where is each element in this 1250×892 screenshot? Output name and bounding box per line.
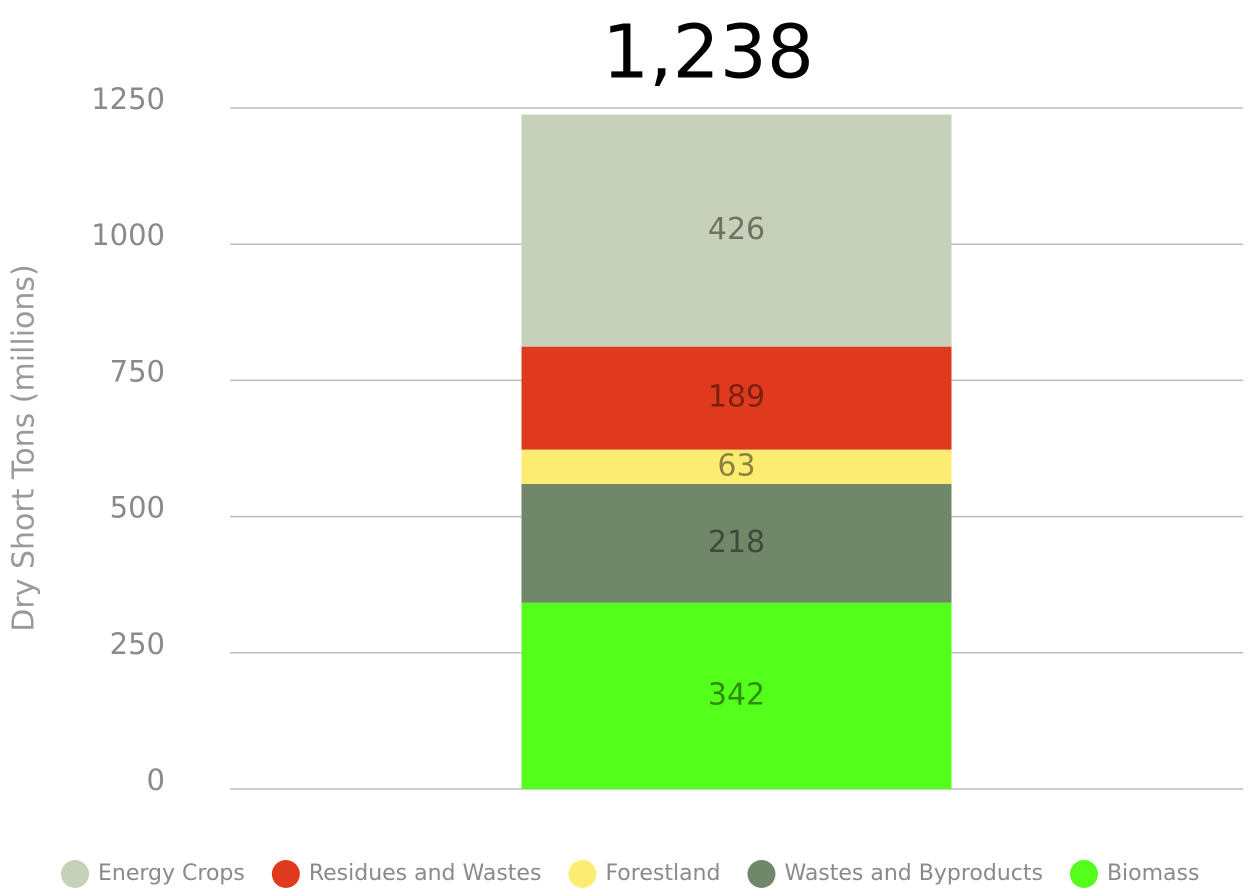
- data-label: 426: [708, 212, 765, 247]
- legend-label: Wastes and Byproducts: [784, 861, 1042, 886]
- legend-swatch: [568, 860, 597, 888]
- legend-swatch: [61, 860, 89, 888]
- y-tick-label: 1250: [91, 82, 165, 116]
- y-tick-label: 750: [110, 354, 165, 388]
- bar-segment: [521, 483, 952, 603]
- y-tick-label: 1000: [91, 218, 165, 252]
- bar-segment: [521, 602, 952, 789]
- y-tick-label: 0: [147, 763, 165, 797]
- bar-segment: [521, 449, 952, 484]
- y-tick-label: 250: [110, 627, 165, 661]
- total-label: 1,238: [602, 10, 814, 96]
- legend-swatch: [271, 860, 300, 888]
- legend-label: Forestland: [605, 861, 720, 886]
- bar-segment: [521, 346, 952, 450]
- data-label: 189: [708, 380, 765, 415]
- data-label: 342: [708, 677, 765, 712]
- y-axis-label: Dry Short Tons (millions): [7, 264, 42, 632]
- data-label: 63: [717, 448, 755, 483]
- legend-swatch: [1069, 860, 1098, 888]
- data-label: 218: [708, 525, 765, 560]
- legend-label: Residues and Wastes: [309, 861, 542, 886]
- y-tick-label: 500: [110, 491, 165, 525]
- legend-label: Energy Crops: [98, 861, 245, 886]
- bar-segment: [521, 114, 952, 347]
- legend-swatch: [747, 860, 776, 888]
- legend-label: Biomass: [1107, 861, 1200, 886]
